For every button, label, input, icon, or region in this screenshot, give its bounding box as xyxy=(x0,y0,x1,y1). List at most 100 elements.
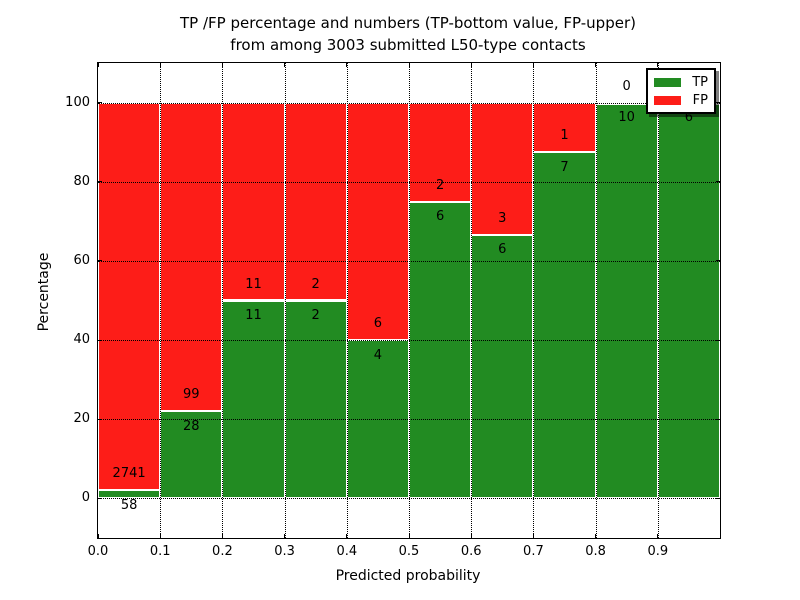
legend-label-tp: TP xyxy=(692,74,708,90)
y-tick-label: 100 xyxy=(65,94,90,110)
bar-count-label-tp: 28 xyxy=(183,418,200,434)
bar-count-label-tp: 6 xyxy=(498,242,507,258)
x-tick-mark xyxy=(346,534,348,538)
y-tick-mark xyxy=(98,102,102,104)
y-tick-mark xyxy=(98,260,102,262)
x-tick-label: 0.8 xyxy=(585,544,606,559)
y-tick-mark xyxy=(98,339,102,341)
y-tick-mark xyxy=(716,181,720,183)
x-tick-mark xyxy=(595,63,597,67)
bar-segment-tp xyxy=(533,152,596,499)
bar-count-label-fp: 1 xyxy=(560,128,569,144)
legend-label-fp: FP xyxy=(692,92,708,108)
gridline-vertical xyxy=(160,63,162,538)
x-tick-label: 0.2 xyxy=(212,544,233,559)
bar-count-label-tp: 6 xyxy=(435,209,445,225)
bar-segment-tp xyxy=(595,102,658,499)
x-tick-label: 0.3 xyxy=(274,544,295,559)
x-tick-mark xyxy=(470,534,472,538)
bar-segment-fp xyxy=(346,102,409,341)
bar-segment-tp xyxy=(98,490,161,499)
y-tick-label: 60 xyxy=(73,252,90,268)
chart-title-line1: TP /FP percentage and numbers (TP-bottom… xyxy=(180,14,636,32)
gridline-vertical xyxy=(409,63,410,538)
x-tick-label: 0.7 xyxy=(523,544,544,559)
bar-count-label-tp: 58 xyxy=(120,498,138,514)
gridline-vertical xyxy=(533,63,535,538)
x-tick-mark xyxy=(657,534,659,538)
bar-count-label-fp: 2 xyxy=(435,177,445,193)
x-tick-label: 0.0 xyxy=(87,544,109,559)
x-tick-mark xyxy=(97,63,99,67)
legend-item-fp: FP xyxy=(654,92,708,108)
plot-area: TP FP 0 20 40 60 80 100 0.0 0.1 0.2 0.3 0.4 0.5 0.6 0… xyxy=(65,62,721,559)
x-tick-label: 0.4 xyxy=(336,544,358,559)
bar-count-label-tp: 2 xyxy=(311,308,320,324)
bar-segment-tp xyxy=(222,300,285,499)
y-tick-mark xyxy=(716,497,720,499)
bar-segment-tp xyxy=(160,411,223,499)
y-tick-mark xyxy=(98,418,102,420)
y-tick-label: 20 xyxy=(73,411,90,427)
y-tick-label: 0 xyxy=(81,490,90,506)
x-tick-mark xyxy=(284,63,286,67)
bar-segment-fp xyxy=(471,102,534,235)
x-tick-mark xyxy=(221,63,223,67)
bar-count-label-fp: 6 xyxy=(373,316,383,332)
bar-count-label-tp: 10 xyxy=(618,110,635,126)
bar-segment-tp xyxy=(409,201,472,499)
bar-count-label-fp: 11 xyxy=(245,276,262,292)
bar-segment-tp xyxy=(657,102,720,499)
bar-count-label-fp: 2 xyxy=(311,276,320,292)
x-tick-label: 0.6 xyxy=(460,544,482,559)
y-tick-mark xyxy=(716,418,720,420)
bar-segment-tp xyxy=(284,300,347,499)
y-tick-label: 80 xyxy=(73,173,90,189)
x-tick-mark xyxy=(346,63,348,67)
bar-segment-fp xyxy=(222,102,285,301)
bar-count-label-tp: 6 xyxy=(684,110,694,126)
y-tick-label: 40 xyxy=(73,332,90,348)
bar-count-label-tp: 7 xyxy=(560,159,569,175)
bar-segment-fp xyxy=(284,102,347,301)
x-axis-label: Predicted probability xyxy=(335,568,481,584)
bar-segment-fp xyxy=(160,102,223,412)
x-tick-mark xyxy=(221,534,223,538)
gridline-vertical xyxy=(222,63,224,538)
y-tick-mark xyxy=(98,497,102,499)
x-tick-mark xyxy=(408,63,410,67)
gridline-vertical xyxy=(346,63,348,538)
x-tick-mark xyxy=(284,534,286,538)
gridline-vertical xyxy=(657,63,659,538)
legend-item-tp: TP xyxy=(654,74,708,90)
y-tick-mark xyxy=(716,102,720,104)
bar-segment-tp xyxy=(471,234,534,499)
bar-count-label-fp: 99 xyxy=(183,387,200,403)
bar-count-label-fp: 3 xyxy=(498,210,507,226)
x-tick-mark xyxy=(97,534,99,538)
bar-count-label-tp: 4 xyxy=(373,347,383,363)
x-tick-mark xyxy=(159,534,161,538)
x-tick-label: 0.1 xyxy=(149,544,171,559)
tp-color-swatch xyxy=(654,77,681,87)
gridline-vertical xyxy=(595,63,597,538)
x-tick-mark xyxy=(657,63,659,67)
bar-count-label-fp: 2741 xyxy=(112,466,146,482)
x-tick-mark xyxy=(470,63,472,67)
x-tick-mark xyxy=(532,63,534,67)
bar-segment-fp xyxy=(98,102,161,491)
x-tick-mark xyxy=(159,63,161,67)
x-tick-mark xyxy=(408,534,410,538)
legend: TP FP xyxy=(646,68,716,114)
gridline-vertical xyxy=(471,63,473,538)
x-tick-label: 0.5 xyxy=(398,544,420,559)
x-tick-label: 0.9 xyxy=(647,544,669,559)
gridline-vertical xyxy=(284,63,286,538)
fp-color-swatch xyxy=(654,95,681,105)
y-tick-mark xyxy=(98,181,102,183)
bar-count-label-fp: 0 xyxy=(622,78,631,94)
x-tick-mark xyxy=(532,534,534,538)
y-tick-mark xyxy=(716,339,720,341)
x-tick-mark xyxy=(595,534,597,538)
